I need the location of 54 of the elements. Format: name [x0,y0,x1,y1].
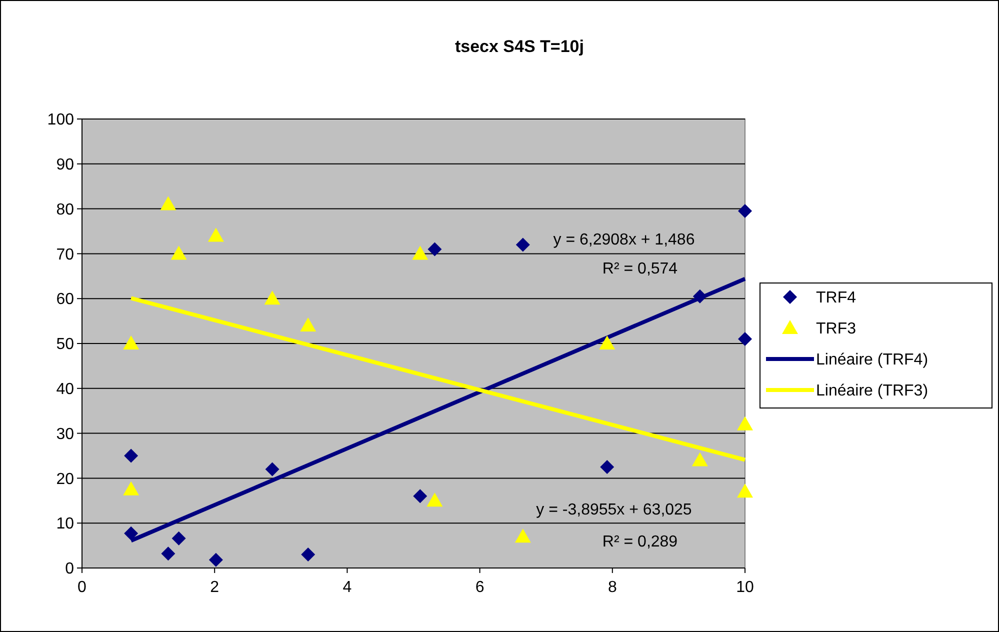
point [426,492,443,507]
point [208,552,223,567]
legend-label: TRF4 [816,290,856,307]
y-tick-label: 50 [56,336,74,354]
annotation: y = -3,8955x + 63,025 [536,502,692,519]
point [738,204,752,218]
legend-label: Linéaire (TRF4) [816,352,928,369]
y-tick-label: 90 [56,156,74,174]
annotation: R² = 0,289 [602,534,678,551]
point [692,452,708,466]
x-tick-label: 2 [210,579,220,596]
y-tick-label: 10 [56,516,74,533]
point [428,242,442,256]
point [123,481,140,496]
point [692,289,707,304]
annotation: y = 6,2908x + 1,486 [553,232,695,249]
point [124,448,138,463]
point [413,489,428,504]
point [123,336,140,350]
legend-label: Linéaire (TRF3) [816,382,928,400]
point [172,531,186,546]
y-tick-label: 30 [56,426,74,443]
y-tick-label: 100 [47,112,74,129]
y-tick-label: 80 [56,201,74,218]
chart-title: tsecx S4S T=10j [454,37,584,56]
y-tick-label: 40 [56,381,74,398]
y-tick-label: 70 [56,246,74,264]
point [599,336,616,350]
point [737,416,753,430]
y-tick-label: 0 [65,560,74,578]
point [301,548,316,562]
point [514,528,531,543]
point [738,332,752,346]
x-tick-label: 0 [78,579,87,596]
annotation: R² = 0,574 [602,260,678,278]
point [300,318,316,332]
x-tick-label: 6 [475,579,484,596]
point [265,462,280,476]
point [124,526,138,540]
point [208,228,224,242]
point [737,484,753,498]
point [264,290,280,305]
point [170,246,187,260]
point [516,238,530,252]
point [412,246,428,260]
legend-label: TRF3 [816,320,856,338]
x-tick-label: 10 [736,579,754,596]
x-tick-label: 8 [608,579,617,596]
x-tick-label: 4 [342,579,352,596]
y-tick-label: 20 [56,470,74,488]
y-tick-label: 60 [56,291,74,308]
point [600,460,614,474]
point [160,196,176,210]
point [161,546,176,561]
